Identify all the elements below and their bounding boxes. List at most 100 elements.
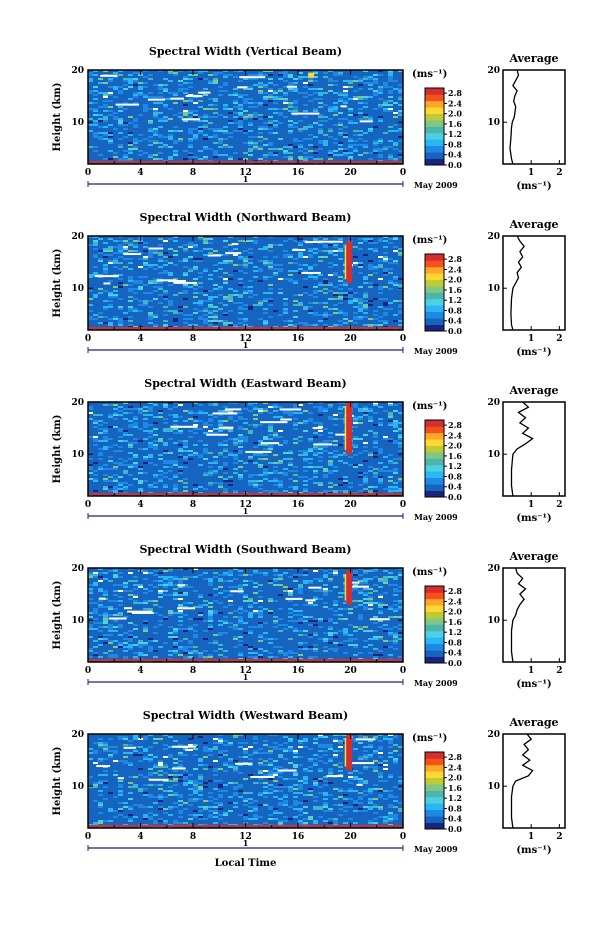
heatmap-cell xyxy=(253,612,258,614)
heatmap-cell xyxy=(313,406,318,408)
heatmap-cell xyxy=(323,406,328,408)
heatmap-cell xyxy=(113,584,118,586)
heatmap-cell xyxy=(338,274,343,276)
heatmap-cell xyxy=(268,472,273,474)
heatmap-cell xyxy=(313,418,318,420)
heatmap-cell xyxy=(213,136,218,138)
heatmap-cell xyxy=(108,256,113,258)
heatmap-cell xyxy=(143,104,148,106)
heatmap-cell xyxy=(238,630,243,632)
heatmap-cell xyxy=(148,142,153,144)
heatmap-cell xyxy=(128,238,133,240)
heatmap-cell xyxy=(128,638,133,640)
heatmap-cell xyxy=(128,98,133,100)
heatmap-cell xyxy=(108,610,113,612)
y-tick-label: 10 xyxy=(71,284,84,294)
heatmap-cell xyxy=(328,416,333,418)
heatmap-cell xyxy=(333,456,338,458)
heatmap-cell xyxy=(123,464,128,466)
heatmap-cell xyxy=(258,104,263,106)
heatmap-cell xyxy=(348,296,353,298)
heatmap-cell xyxy=(188,266,193,268)
heatmap-cell xyxy=(238,652,243,654)
heatmap-cell xyxy=(358,112,363,114)
heatmap-cell xyxy=(158,478,163,480)
heatmap-cell xyxy=(173,424,178,426)
heatmap-cell xyxy=(348,292,353,294)
heatmap-cell xyxy=(293,126,298,128)
heatmap-cell xyxy=(108,110,113,112)
heatmap-cell xyxy=(253,480,258,482)
heatmap-cell xyxy=(238,420,243,422)
heatmap-cell xyxy=(103,572,108,574)
heatmap-cell xyxy=(188,98,193,100)
heatmap-cell xyxy=(248,148,253,150)
heatmap-cell xyxy=(353,486,358,488)
heatmap-cell xyxy=(393,142,398,144)
heatmap-cell xyxy=(248,592,253,594)
heatmap-cell xyxy=(103,272,108,274)
heatmap-cell xyxy=(103,488,108,490)
heatmap-cell xyxy=(213,612,218,614)
heatmap-cell xyxy=(268,128,273,130)
heatmap-cell xyxy=(163,88,168,90)
heatmap-cell xyxy=(368,434,373,436)
heatmap-cell xyxy=(153,580,158,582)
heatmap-cell xyxy=(278,98,283,100)
heatmap-cell xyxy=(118,452,123,454)
heatmap-cell xyxy=(188,478,193,480)
heatmap-cell xyxy=(108,136,113,138)
heatmap-cell xyxy=(118,590,123,592)
heatmap-cell xyxy=(153,298,158,300)
y-tick-label: 20 xyxy=(71,232,84,242)
heatmap-cell xyxy=(378,140,383,142)
heatmap-cell xyxy=(113,246,118,248)
heatmap-cell xyxy=(343,136,348,138)
heatmap-cell xyxy=(103,420,108,422)
heatmap-cell xyxy=(133,442,138,444)
heatmap-cell xyxy=(288,254,293,256)
heatmap-cell xyxy=(163,472,168,474)
heatmap-cell xyxy=(223,154,228,156)
heatmap-cell xyxy=(208,424,213,426)
heatmap-cell xyxy=(173,594,178,596)
heatmap-cell xyxy=(293,106,298,108)
heatmap-cell xyxy=(238,574,243,576)
heatmap-cell xyxy=(383,246,388,248)
heatmap-cell xyxy=(248,308,253,310)
heatmap-cell xyxy=(193,266,198,268)
heatmap-cell xyxy=(103,570,108,572)
heatmap-cell xyxy=(118,446,123,448)
heatmap-cell xyxy=(363,404,368,406)
heatmap-cell xyxy=(338,238,343,240)
heatmap-cell xyxy=(308,80,313,82)
heatmap-cell xyxy=(288,464,293,466)
heatmap-cell xyxy=(308,436,313,438)
heatmap-cell xyxy=(173,644,178,646)
heatmap-cell xyxy=(313,292,318,294)
heatmap-cell xyxy=(143,82,148,84)
heatmap-cell xyxy=(113,466,118,468)
heatmap-cell xyxy=(158,442,163,444)
heatmap-cell xyxy=(288,256,293,258)
heatmap-cell xyxy=(193,416,198,418)
heatmap-cell xyxy=(213,154,218,156)
heatmap-cell xyxy=(303,480,308,482)
heatmap-cell xyxy=(118,408,123,410)
heatmap-cell xyxy=(113,96,118,98)
heatmap-cell xyxy=(303,110,308,112)
heatmap-cell xyxy=(188,612,193,614)
heatmap-cell xyxy=(178,604,183,606)
heatmap-cell xyxy=(308,134,313,136)
heatmap-cell xyxy=(213,74,218,76)
heatmap-cell xyxy=(208,272,213,274)
heatmap-cell xyxy=(213,288,218,290)
heatmap-cell xyxy=(178,450,183,452)
heatmap-cell xyxy=(283,298,288,300)
heatmap-cell xyxy=(253,298,258,300)
heatmap-cell xyxy=(298,458,303,460)
heatmap-cell xyxy=(363,88,368,90)
heatmap-cell xyxy=(153,476,158,478)
heatmap-cell xyxy=(118,436,123,438)
heatmap-cell xyxy=(338,318,343,320)
